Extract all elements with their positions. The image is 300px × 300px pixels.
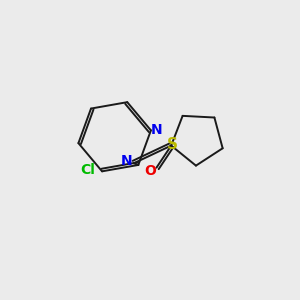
Text: Cl: Cl (80, 163, 95, 177)
Text: S: S (167, 137, 178, 152)
Text: O: O (144, 164, 156, 178)
Text: N: N (121, 154, 132, 168)
Text: N: N (150, 123, 162, 137)
